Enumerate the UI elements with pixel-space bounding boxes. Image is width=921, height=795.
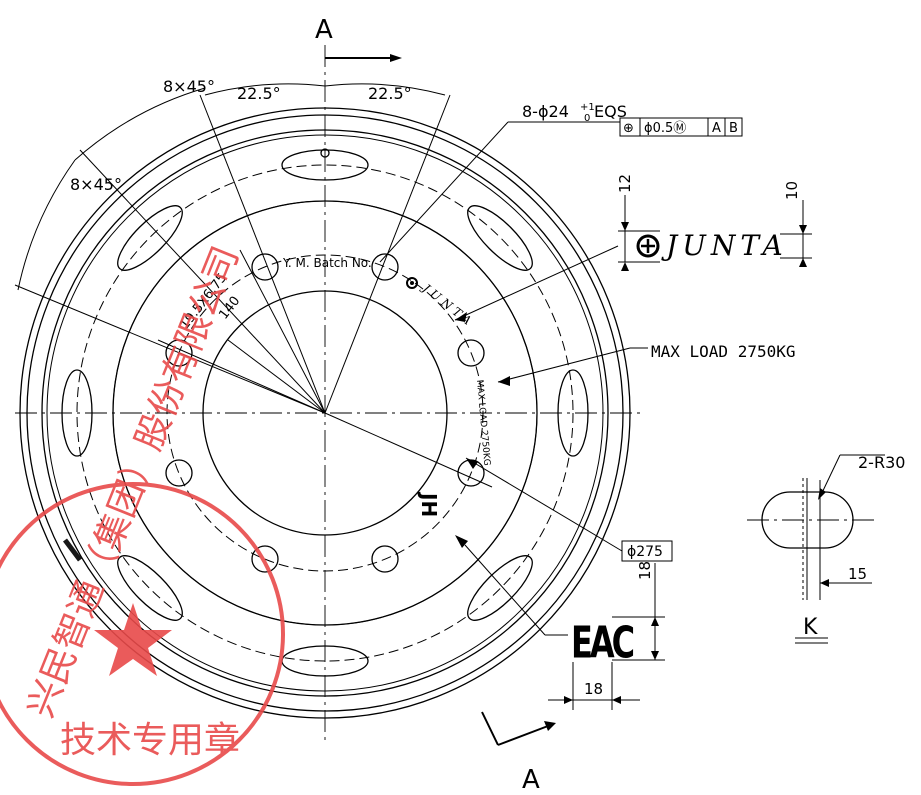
- angle-dim-right: 22.5°: [368, 84, 412, 103]
- bore-leader: [465, 457, 623, 552]
- mark-code: JH: [417, 491, 441, 517]
- seal-inner-text: 技术专用章: [60, 720, 240, 761]
- hole-spec: 8-ϕ24: [522, 102, 569, 121]
- eac-text: EAC: [571, 618, 633, 668]
- feature-control-frame: ⊕ ϕ0.5Ⓜ A B: [619, 117, 743, 137]
- angle-dim-left: 22.5°: [237, 84, 281, 103]
- detail-k-slot: [747, 454, 885, 644]
- logo-leader: [454, 245, 619, 321]
- fcf-tolerance: ϕ0.5Ⓜ: [644, 121, 686, 136]
- hole-spec-tol-upper: +1: [580, 102, 595, 113]
- section-arrow-bottom: [481, 711, 556, 746]
- angle-dimension-arcs: [17, 83, 446, 291]
- slot-width-dim: 15: [848, 565, 867, 583]
- max-load-leader: [497, 347, 631, 383]
- bore-dim-label: ϕ275: [627, 544, 663, 560]
- logo-dim-10: 10: [783, 181, 801, 200]
- junta-curved-mark: [406, 277, 418, 289]
- hole-spec-tol-lower: 0: [584, 113, 590, 124]
- eac-dims: [455, 535, 665, 710]
- junta-curved-text: JUNTA: [418, 279, 477, 330]
- radial-lines: [14, 94, 493, 488]
- section-label-bottom: A: [522, 765, 540, 795]
- hole-spec-leader: [379, 121, 509, 263]
- max-load-label: MAX LOAD 2750KG: [651, 342, 796, 361]
- batch-number-marking: Y. M. Batch No.: [282, 256, 372, 270]
- eac-width-dim: 18: [584, 680, 603, 698]
- logo-dim-12: 12: [616, 174, 634, 193]
- wheel-outline: [19, 107, 631, 719]
- load-curved-text: MAX LOAD 2750KG: [474, 379, 491, 466]
- section-label-top: A: [315, 15, 333, 45]
- logo-height-dims: [618, 195, 812, 271]
- slot-radius-dim: 2-R30: [858, 453, 905, 472]
- fcf-datum-b: B: [729, 121, 738, 136]
- junta-logo: JUNTA: [636, 229, 788, 262]
- detail-k-label: K: [803, 615, 818, 640]
- hole-spec-suffix: EQS: [594, 102, 627, 121]
- fcf-datum-a: A: [712, 121, 721, 136]
- junta-brand-text: JUNTA: [661, 229, 788, 262]
- fcf-position-symbol: ⊕: [623, 121, 634, 136]
- hand-holes: [61, 148, 589, 677]
- eac-height-dim: 18: [636, 561, 654, 580]
- section-arrow-top: [325, 54, 402, 62]
- eac-mark: EAC: [571, 618, 636, 668]
- arc-dim-left: 8×45°: [70, 175, 122, 194]
- arc-dim-top: 8×45°: [163, 77, 215, 96]
